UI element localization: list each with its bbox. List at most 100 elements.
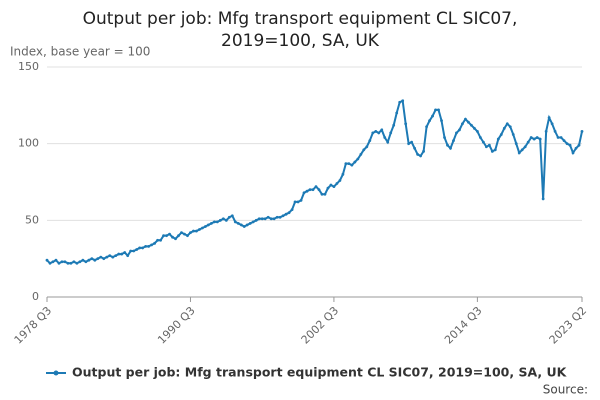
point xyxy=(505,122,509,126)
point xyxy=(290,208,294,212)
point xyxy=(311,188,315,192)
point xyxy=(380,128,384,132)
point xyxy=(174,237,177,241)
point xyxy=(81,258,85,262)
point xyxy=(350,163,354,167)
point xyxy=(129,249,133,253)
point xyxy=(526,140,530,144)
point xyxy=(413,146,417,150)
point xyxy=(239,223,243,227)
point xyxy=(565,142,569,146)
point xyxy=(162,234,165,238)
point xyxy=(302,191,306,195)
point xyxy=(547,116,551,119)
point xyxy=(189,231,192,235)
source: Source: xyxy=(543,383,588,397)
point xyxy=(132,249,136,253)
point xyxy=(233,220,237,224)
point xyxy=(296,200,300,204)
y-axis-label: Index, base year = 100 xyxy=(10,45,150,59)
point xyxy=(320,192,324,196)
point xyxy=(278,215,282,219)
point xyxy=(117,252,121,256)
point xyxy=(57,261,61,265)
point xyxy=(192,229,195,233)
point xyxy=(401,99,405,103)
y-tick-label: 150 xyxy=(18,60,39,73)
point xyxy=(332,185,336,189)
point xyxy=(458,128,461,132)
point xyxy=(478,136,482,139)
point xyxy=(144,245,148,248)
point xyxy=(165,234,168,238)
point xyxy=(177,234,180,238)
point xyxy=(398,100,402,104)
point xyxy=(287,211,291,215)
point xyxy=(496,137,500,141)
point xyxy=(422,149,425,153)
point xyxy=(114,254,118,257)
point xyxy=(407,142,411,146)
point xyxy=(568,143,572,147)
point xyxy=(517,151,521,155)
point xyxy=(272,217,276,221)
point xyxy=(221,217,225,221)
point xyxy=(96,257,100,261)
point xyxy=(535,136,539,139)
point xyxy=(108,254,112,257)
point xyxy=(206,223,210,227)
point xyxy=(577,143,581,147)
point xyxy=(105,255,109,259)
point xyxy=(368,139,372,143)
point xyxy=(305,189,309,193)
point xyxy=(111,255,115,259)
point xyxy=(329,183,333,187)
point xyxy=(266,215,270,219)
point xyxy=(224,218,228,222)
point xyxy=(416,153,420,156)
y-tick-label: 100 xyxy=(18,137,39,150)
point xyxy=(195,229,198,233)
point xyxy=(102,257,106,261)
point xyxy=(529,136,533,139)
point xyxy=(437,108,440,112)
point xyxy=(275,215,279,219)
point xyxy=(365,145,369,149)
point xyxy=(434,108,437,112)
point xyxy=(499,133,503,136)
point xyxy=(326,186,330,190)
point xyxy=(461,122,464,126)
point xyxy=(159,238,162,242)
point xyxy=(69,261,73,265)
point xyxy=(183,232,186,236)
legend-marker xyxy=(53,370,59,376)
point xyxy=(317,188,321,192)
point xyxy=(502,126,506,130)
point xyxy=(147,245,151,248)
point xyxy=(51,260,55,264)
point xyxy=(260,217,264,221)
point xyxy=(90,257,94,261)
point xyxy=(248,222,252,225)
point xyxy=(410,140,414,144)
point xyxy=(392,123,396,127)
x-tick-label: 2014 Q3 xyxy=(442,304,485,347)
point xyxy=(284,212,288,216)
point xyxy=(395,111,399,115)
series-line xyxy=(46,99,583,265)
point xyxy=(209,222,213,225)
point xyxy=(490,149,494,153)
point xyxy=(308,188,312,192)
point xyxy=(171,235,174,239)
point xyxy=(389,131,393,135)
point xyxy=(293,200,297,204)
point xyxy=(168,232,171,236)
point xyxy=(236,222,240,225)
point xyxy=(84,260,88,264)
point xyxy=(63,260,67,264)
point xyxy=(186,234,189,238)
point xyxy=(87,258,91,262)
point xyxy=(544,130,548,133)
